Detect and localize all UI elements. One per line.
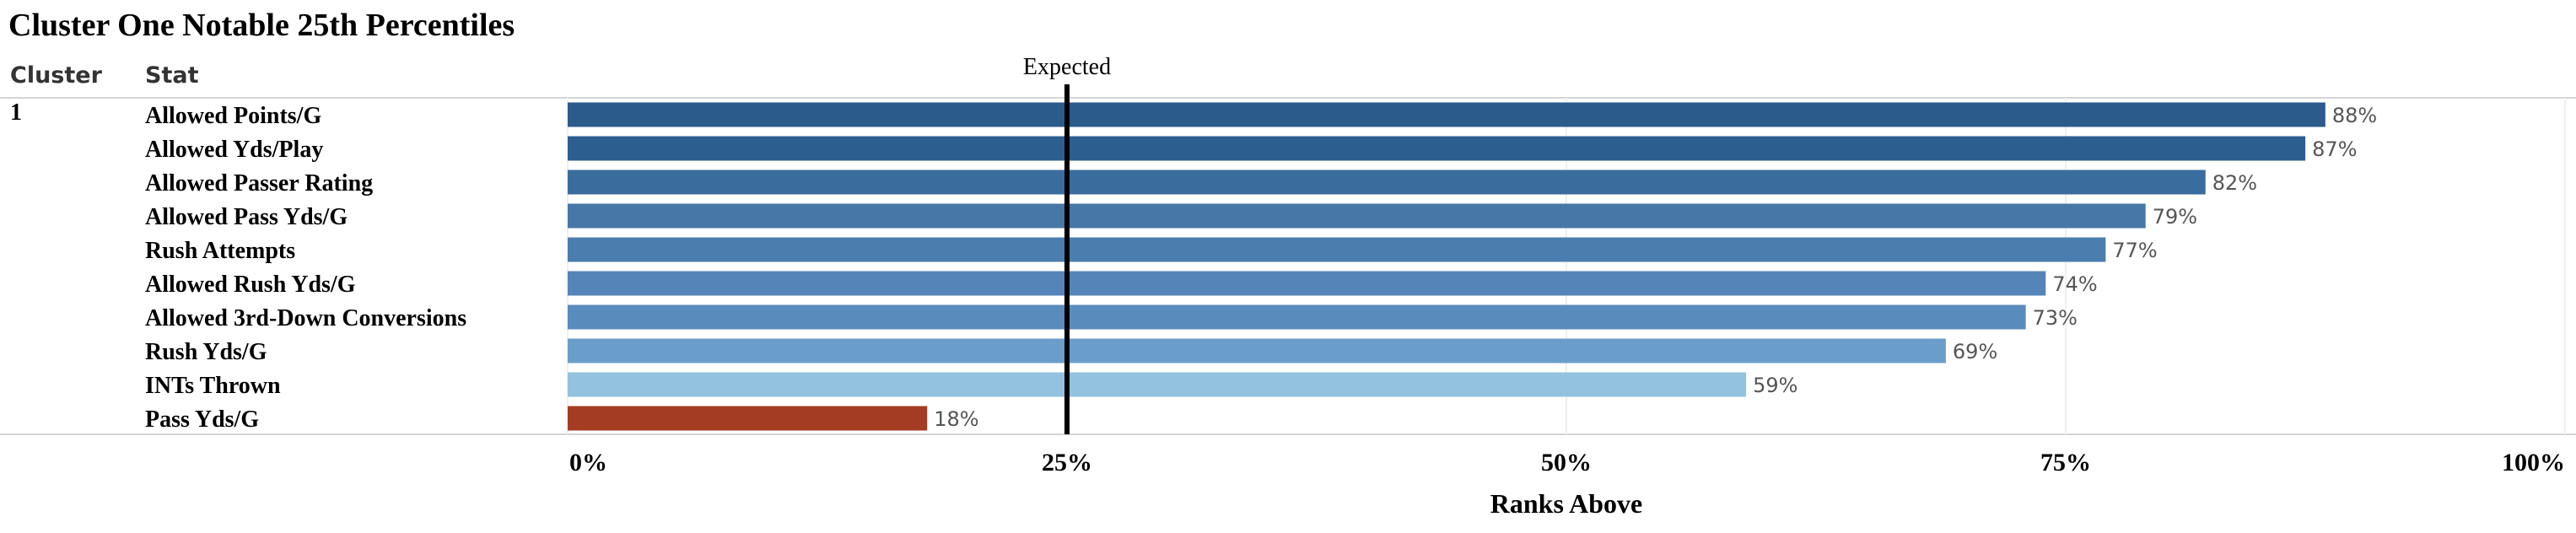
bar-value-label: 79% [2153, 205, 2197, 229]
row-label: Allowed Yds/Play [145, 137, 323, 163]
bar [568, 203, 2146, 229]
x-tick-label: 50% [1541, 449, 1592, 476]
x-tick-label: 100% [2502, 449, 2565, 476]
bar [568, 372, 1747, 397]
bar-value-label: 77% [2112, 239, 2157, 262]
bar [568, 406, 928, 431]
bar [568, 136, 2306, 161]
x-tick-label: 75% [2040, 449, 2091, 476]
bar-value-label: 87% [2312, 137, 2357, 161]
reference-line-label: Expected [1023, 54, 1111, 80]
cluster-column-header: Cluster [10, 62, 102, 89]
row-label: Allowed Rush Yds/G [145, 272, 356, 298]
bar-value-label: 73% [2033, 306, 2078, 330]
bar [568, 271, 2046, 296]
row-label: Allowed Points/G [145, 103, 321, 129]
row-label: INTs Thrown [145, 373, 281, 399]
stat-column-header: Stat [145, 62, 199, 89]
bar [568, 304, 2026, 330]
x-tick-label: 25% [1042, 449, 1092, 476]
x-tick-label: 0% [569, 449, 607, 476]
bar-value-label: 82% [2212, 171, 2257, 195]
row-label: Allowed 3rd-Down Conversions [145, 305, 466, 331]
bar-value-label: 74% [2052, 272, 2097, 296]
bar-value-label: 18% [934, 407, 978, 431]
x-axis-title: Ranks Above [1490, 488, 1643, 519]
row-label: Pass Yds/G [145, 406, 259, 433]
bar [568, 170, 2206, 195]
row-label: Allowed Pass Yds/G [145, 204, 348, 230]
bar-value-label: 69% [1953, 340, 1997, 363]
bar-value-label: 59% [1753, 374, 1797, 397]
bar [568, 237, 2106, 262]
bar [568, 102, 2325, 127]
row-label: Rush Yds/G [145, 339, 267, 365]
bar-value-label: 88% [2332, 104, 2377, 127]
bar [568, 338, 1946, 363]
cluster-value: 1 [10, 100, 22, 126]
chart-title: Cluster One Notable 25th Percentiles [8, 8, 515, 43]
row-label: Rush Attempts [145, 238, 295, 264]
row-label: Allowed Passer Rating [145, 170, 373, 197]
